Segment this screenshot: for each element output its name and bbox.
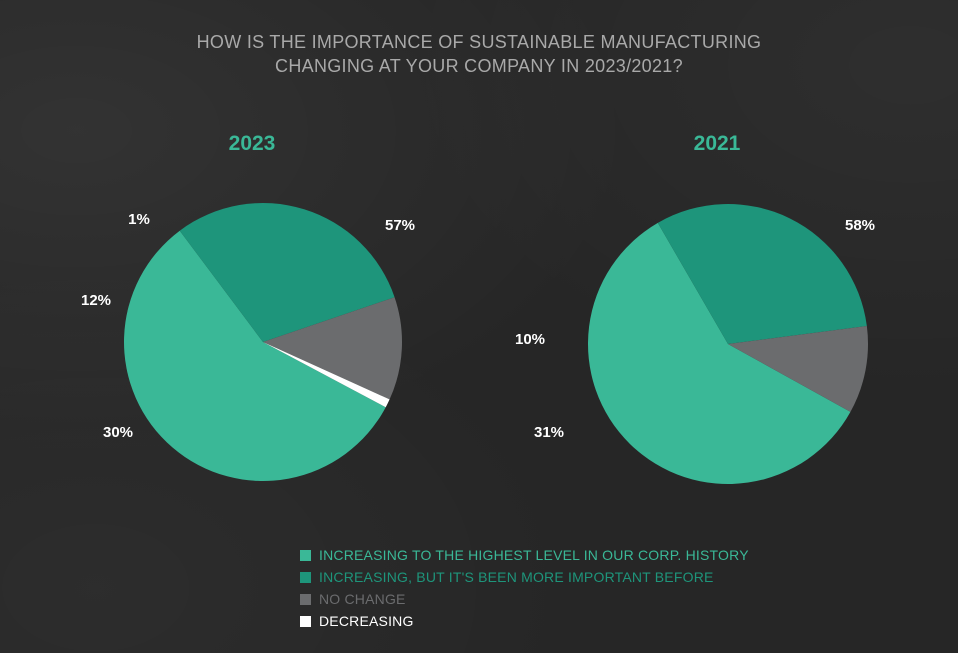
legend-item: NO CHANGE xyxy=(300,588,749,610)
legend-item: INCREASING TO THE HIGHEST LEVEL IN OUR C… xyxy=(300,544,749,566)
pie-slice-2023-1 xyxy=(123,230,386,482)
legend-label: INCREASING, BUT IT'S BEEN MORE IMPORTANT… xyxy=(319,569,714,585)
data-label-2023-2: 30% xyxy=(103,424,133,441)
pie-slice-2021-2 xyxy=(657,204,867,344)
chart-title-line-2: CHANGING AT YOUR COMPANY IN 2023/2021? xyxy=(275,56,683,76)
pie-heading-2023: 2023 xyxy=(229,132,276,155)
legend-swatch xyxy=(300,593,311,605)
chart-title-line-1: HOW IS THE IMPORTANCE OF SUSTAINABLE MAN… xyxy=(196,32,762,52)
data-label-2021-2: 31% xyxy=(534,424,564,441)
pie-heading-2021: 2021 xyxy=(694,132,741,155)
legend-item: INCREASING, BUT IT'S BEEN MORE IMPORTANT… xyxy=(300,566,749,588)
data-label-2023-3: 12% xyxy=(81,292,111,309)
data-label-2023-4: 1% xyxy=(128,211,150,228)
legend-item: DECREASING xyxy=(300,610,749,632)
legend-label: DECREASING xyxy=(319,613,414,629)
pie-slice-2023-2 xyxy=(179,203,395,342)
legend-label: NO CHANGE xyxy=(319,591,406,607)
pie-chart-2023 xyxy=(123,203,402,482)
data-label-2021-1: 58% xyxy=(845,217,875,234)
data-label-2021-3: 10% xyxy=(515,331,545,348)
legend-swatch xyxy=(300,571,311,583)
data-label-2023-1: 57% xyxy=(385,217,415,234)
legend-swatch xyxy=(300,549,311,561)
legend-swatch xyxy=(300,615,311,627)
chart-title: HOW IS THE IMPORTANCE OF SUSTAINABLE MAN… xyxy=(0,30,958,78)
pie-slice-2023-4 xyxy=(263,342,390,408)
pie-slice-2023-3 xyxy=(263,297,402,400)
pie-slice-2021-3 xyxy=(728,326,869,412)
legend: INCREASING TO THE HIGHEST LEVEL IN OUR C… xyxy=(300,544,749,632)
legend-label: INCREASING TO THE HIGHEST LEVEL IN OUR C… xyxy=(319,547,749,563)
pie-slice-2021-1 xyxy=(587,222,851,485)
pie-chart-2021 xyxy=(587,204,869,485)
